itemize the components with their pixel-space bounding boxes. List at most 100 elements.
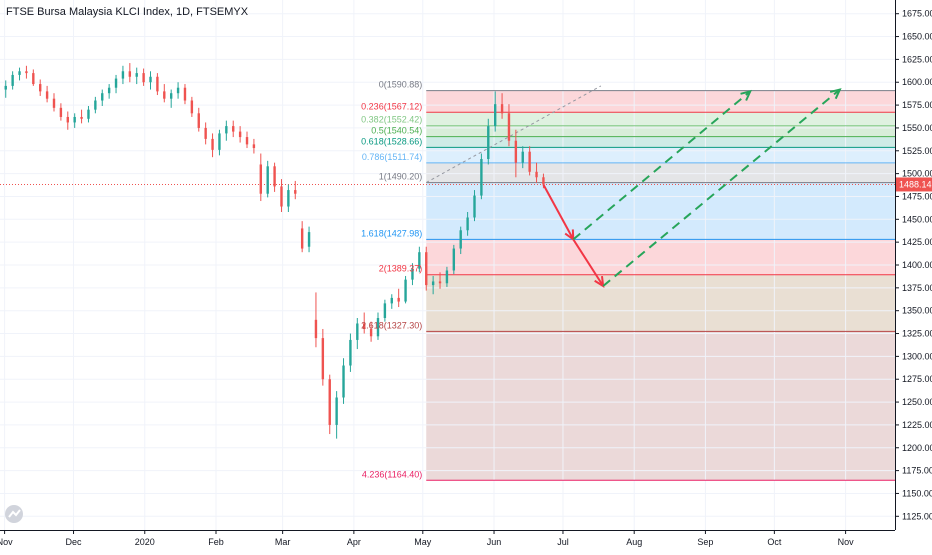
candle[interactable] (266, 160, 269, 198)
candle[interactable] (307, 226, 311, 253)
candle[interactable] (363, 312, 366, 334)
green-arrow[interactable] (572, 89, 753, 241)
candle[interactable] (383, 299, 387, 322)
candle[interactable] (369, 321, 373, 342)
green-arrow[interactable] (602, 88, 842, 287)
price-tick-label: 1175.00 (902, 466, 932, 476)
candle[interactable] (335, 391, 338, 439)
candle[interactable] (128, 63, 132, 83)
candle-body (431, 281, 435, 286)
candle[interactable] (273, 162, 276, 192)
candle[interactable] (149, 71, 152, 90)
candle[interactable] (493, 91, 497, 132)
candle[interactable] (218, 129, 221, 156)
candle-body (287, 190, 290, 207)
candle-body (25, 71, 28, 74)
candle[interactable] (59, 103, 63, 121)
candle[interactable] (390, 294, 393, 309)
candle[interactable] (121, 65, 125, 85)
candle[interactable] (73, 113, 76, 128)
candle[interactable] (25, 65, 28, 79)
candle[interactable] (404, 275, 407, 304)
candle[interactable] (156, 73, 159, 96)
candle[interactable] (4, 80, 7, 98)
fib-level-label: 2(1389.37) (379, 264, 423, 274)
candle[interactable] (487, 118, 490, 165)
candle-body (514, 140, 518, 163)
fib-level-label: 0.618(1528.66) (361, 136, 422, 146)
fib-level-label: 1.618(1427.98) (361, 228, 422, 238)
fib-band (426, 331, 895, 481)
candle[interactable] (411, 263, 414, 286)
candle[interactable] (418, 246, 421, 273)
candle[interactable] (328, 374, 331, 435)
candle[interactable] (314, 292, 318, 348)
candle[interactable] (197, 107, 200, 132)
candle[interactable] (500, 93, 504, 119)
candle[interactable] (135, 67, 138, 85)
candle[interactable] (142, 68, 145, 86)
tradingview-logo-icon[interactable] (5, 505, 23, 523)
candle[interactable] (176, 82, 180, 99)
candle[interactable] (252, 138, 256, 154)
candle[interactable] (452, 244, 456, 275)
fib-band (426, 162, 895, 183)
candle[interactable] (101, 89, 104, 106)
candle[interactable] (280, 179, 283, 212)
candle[interactable] (225, 120, 228, 141)
candle[interactable] (376, 312, 380, 340)
candle[interactable] (11, 71, 14, 90)
candle[interactable] (183, 84, 187, 105)
candle[interactable] (294, 180, 297, 200)
candle[interactable] (507, 104, 511, 147)
candle[interactable] (466, 212, 469, 236)
candle-body (418, 252, 421, 269)
candle[interactable] (287, 184, 290, 212)
candle[interactable] (18, 67, 21, 81)
candle[interactable] (521, 146, 524, 169)
candle[interactable] (349, 333, 352, 372)
candle[interactable] (480, 153, 483, 200)
candle[interactable] (473, 190, 476, 222)
candle[interactable] (397, 288, 400, 308)
candle[interactable] (211, 133, 214, 158)
candle[interactable] (321, 328, 325, 386)
time-tick-label: May (414, 537, 432, 547)
candle[interactable] (514, 129, 518, 178)
candle[interactable] (32, 69, 35, 86)
candle[interactable] (245, 131, 249, 149)
candle[interactable] (204, 122, 207, 145)
candle[interactable] (445, 266, 449, 287)
candle[interactable] (232, 120, 235, 138)
candle[interactable] (300, 221, 304, 253)
candle[interactable] (238, 126, 242, 143)
candle[interactable] (107, 84, 111, 99)
candle[interactable] (169, 89, 173, 108)
candle[interactable] (114, 74, 118, 94)
candle[interactable] (80, 109, 83, 124)
price-tick-label: 1200.00 (902, 443, 932, 453)
candle[interactable] (425, 246, 428, 291)
candle[interactable] (459, 226, 462, 255)
candle[interactable] (438, 272, 442, 289)
candle[interactable] (431, 275, 435, 295)
candle[interactable] (535, 162, 538, 183)
candle-body (487, 126, 490, 159)
candle[interactable] (52, 93, 56, 112)
candle[interactable] (94, 96, 97, 114)
price-tick-label: 1300.00 (902, 351, 932, 361)
candle[interactable] (87, 106, 90, 123)
price-axis: 1125.00 1150.00 1175.00 1200.00 1225.00 1250.… (895, 0, 932, 550)
candle[interactable] (356, 318, 359, 350)
time-tick-label: Apr (347, 537, 361, 547)
candle[interactable] (163, 84, 166, 103)
candle[interactable] (342, 358, 345, 404)
candle[interactable] (45, 85, 49, 103)
candle[interactable] (39, 79, 42, 96)
candle[interactable] (190, 96, 194, 117)
candle[interactable] (66, 111, 69, 130)
candle[interactable] (259, 153, 263, 202)
candle[interactable] (528, 146, 531, 176)
